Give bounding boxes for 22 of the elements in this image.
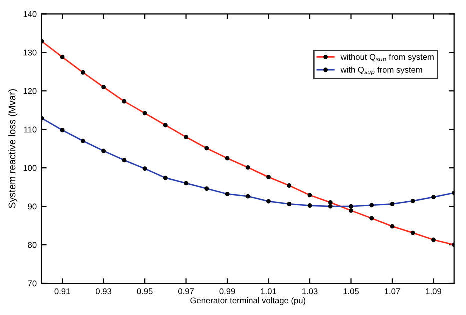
legend-label: without Q$_{sup}$ from system [340,54,434,63]
x-tick-label: 0.91 [54,288,70,294]
y-tick-label: 90 [28,204,37,210]
y-tick-label: 120 [24,88,37,94]
y-tick-label: 110 [24,126,37,133]
x-tick-label: 1.05 [344,288,360,294]
y-tick-label: 100 [24,165,37,172]
x-axis-title: Generator terminal voltage (pu) [190,298,306,306]
x-tick-label: 1.07 [385,288,400,294]
y-tick-label: 80 [28,242,37,248]
y-tick-label: 140 [24,11,37,18]
x-tick-label: 1.03 [302,288,318,294]
x-tick-label: 0.99 [220,288,236,294]
x-tick-label: 1.01 [261,288,276,294]
x-tick-label: 0.95 [137,288,153,294]
x-tick-label: 1.09 [426,288,442,294]
x-tick-label: 0.93 [96,288,112,294]
y-tick-label: 130 [24,50,37,56]
y-tick-label: 70 [28,280,37,287]
y-axis-title: System reactive loss (Mvar) [8,89,18,208]
x-tick-label: 0.97 [178,288,194,294]
legend-label: with Q$_{sup}$ from system [340,66,422,76]
